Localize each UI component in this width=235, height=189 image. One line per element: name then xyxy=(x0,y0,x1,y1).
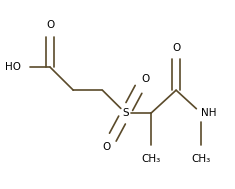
Text: CH₃: CH₃ xyxy=(192,154,211,164)
Text: CH₃: CH₃ xyxy=(141,154,161,164)
Text: S: S xyxy=(122,108,129,118)
Text: NH: NH xyxy=(201,108,217,118)
Text: HO: HO xyxy=(5,62,21,72)
Text: O: O xyxy=(46,19,54,29)
Text: O: O xyxy=(172,43,180,53)
Text: O: O xyxy=(102,142,110,152)
Text: O: O xyxy=(141,74,149,84)
